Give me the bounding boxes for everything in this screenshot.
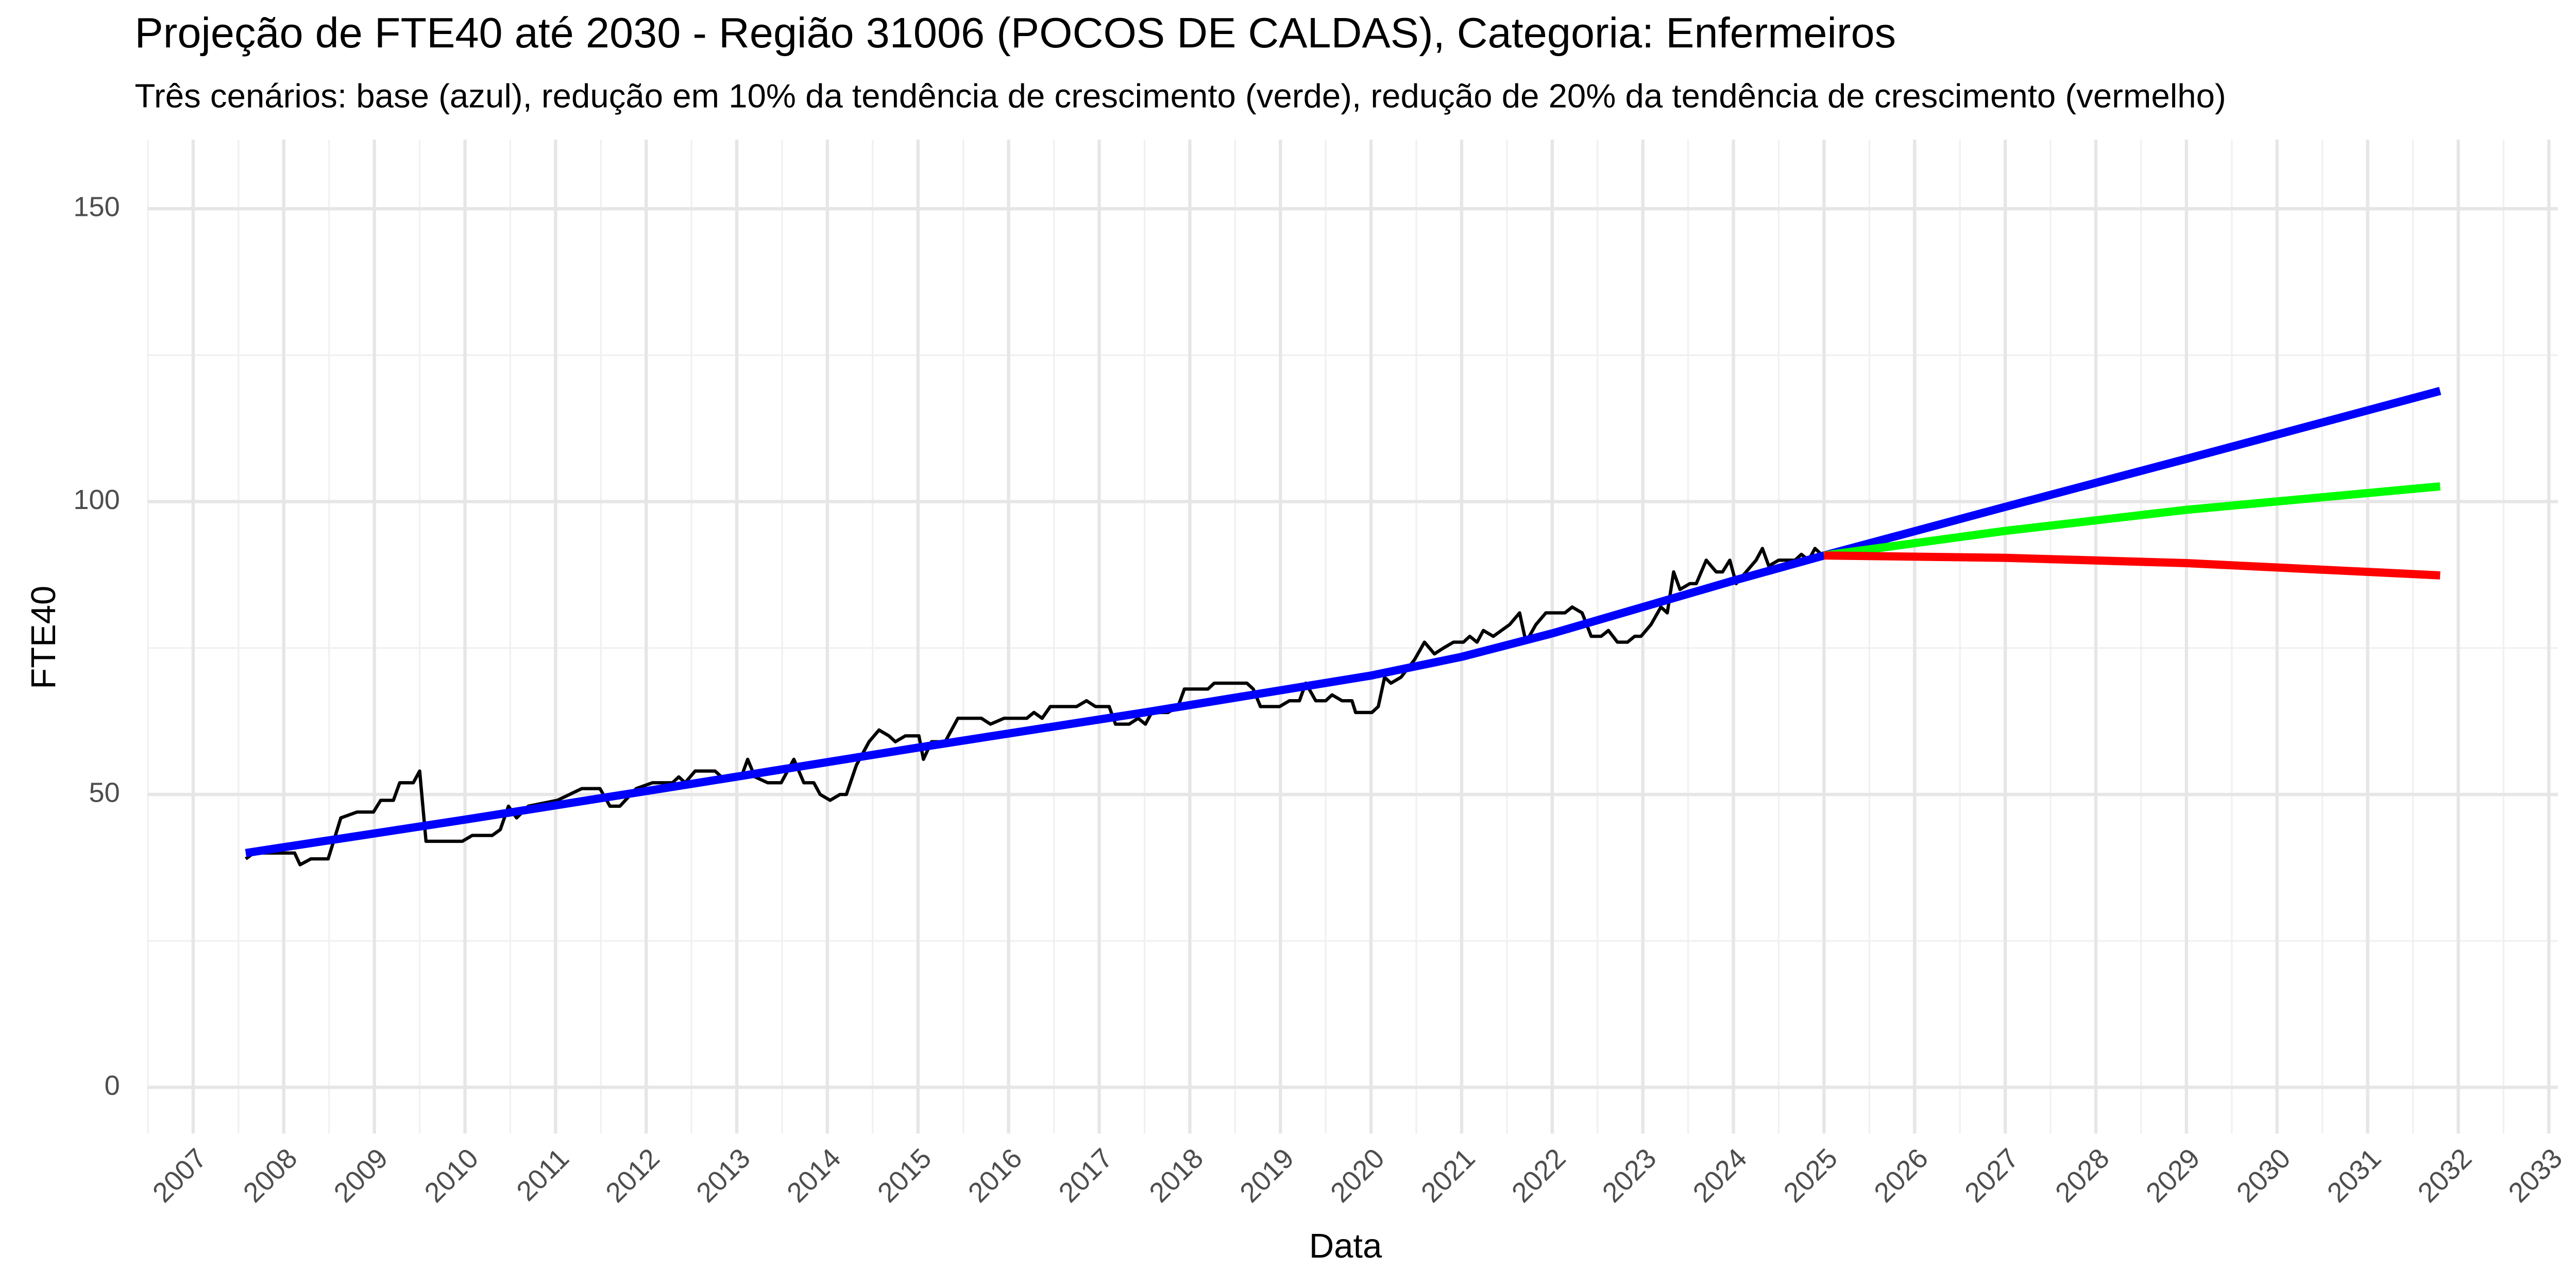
x-tick-label: 2020 — [1325, 1143, 1391, 1209]
x-tick-label: 2032 — [2412, 1143, 2478, 1209]
x-tick-label: 2024 — [1687, 1143, 1753, 1209]
chart-title: Projeção de FTE40 até 2030 - Região 3100… — [134, 9, 1896, 57]
x-tick-label: 2029 — [2140, 1143, 2206, 1209]
y-tick-label: 100 — [73, 484, 120, 515]
x-tick-label: 2010 — [419, 1143, 485, 1209]
x-tick-label: 2023 — [1597, 1143, 1663, 1209]
series-line — [1823, 482, 2441, 560]
x-tick-label: 2031 — [2321, 1143, 2387, 1209]
x-tick-label: 2017 — [1053, 1143, 1119, 1209]
x-tick-label: 2009 — [328, 1143, 394, 1209]
x-tick-label: 2018 — [1143, 1143, 1209, 1209]
series-line — [245, 387, 2442, 857]
x-tick-label: 2026 — [1868, 1143, 1934, 1209]
y-tick-label: 0 — [105, 1070, 120, 1101]
x-tick-label: 2015 — [872, 1143, 938, 1209]
x-tick-label: 2025 — [1778, 1143, 1844, 1209]
y-tick-label: 50 — [89, 777, 120, 808]
x-tick-label: 2028 — [2049, 1143, 2115, 1209]
x-tick-label: 2027 — [1959, 1143, 2025, 1209]
x-tick-label: 2014 — [781, 1143, 847, 1209]
x-tick-label: 2016 — [962, 1143, 1028, 1209]
x-tick-label: 2022 — [1506, 1143, 1572, 1209]
x-tick-label: 2021 — [1415, 1143, 1481, 1209]
x-tick-label: 2008 — [238, 1143, 303, 1209]
grid: 0 50 100 150 2007 2008 2009 2010 2011 2012 2013 201… — [73, 140, 2568, 1209]
y-axis-title: FTE40 — [24, 586, 63, 689]
y-tick-label: 150 — [73, 192, 120, 223]
chart-subtitle: Três cenários: base (azul), redução em 1… — [134, 77, 2226, 115]
series-line — [245, 547, 1823, 867]
x-tick-label: 2033 — [2502, 1143, 2568, 1209]
x-axis-title: Data — [1309, 1227, 1382, 1265]
x-tick-label: 2013 — [690, 1143, 756, 1209]
x-tick-label: 2012 — [600, 1143, 666, 1209]
x-tick-label: 2030 — [2231, 1143, 2297, 1209]
x-tick-label: 2011 — [511, 1143, 575, 1207]
series-line — [1824, 551, 2441, 580]
x-tick-label: 2019 — [1234, 1143, 1300, 1209]
x-tick-label: 2007 — [147, 1143, 213, 1209]
plot-area — [245, 387, 2442, 867]
